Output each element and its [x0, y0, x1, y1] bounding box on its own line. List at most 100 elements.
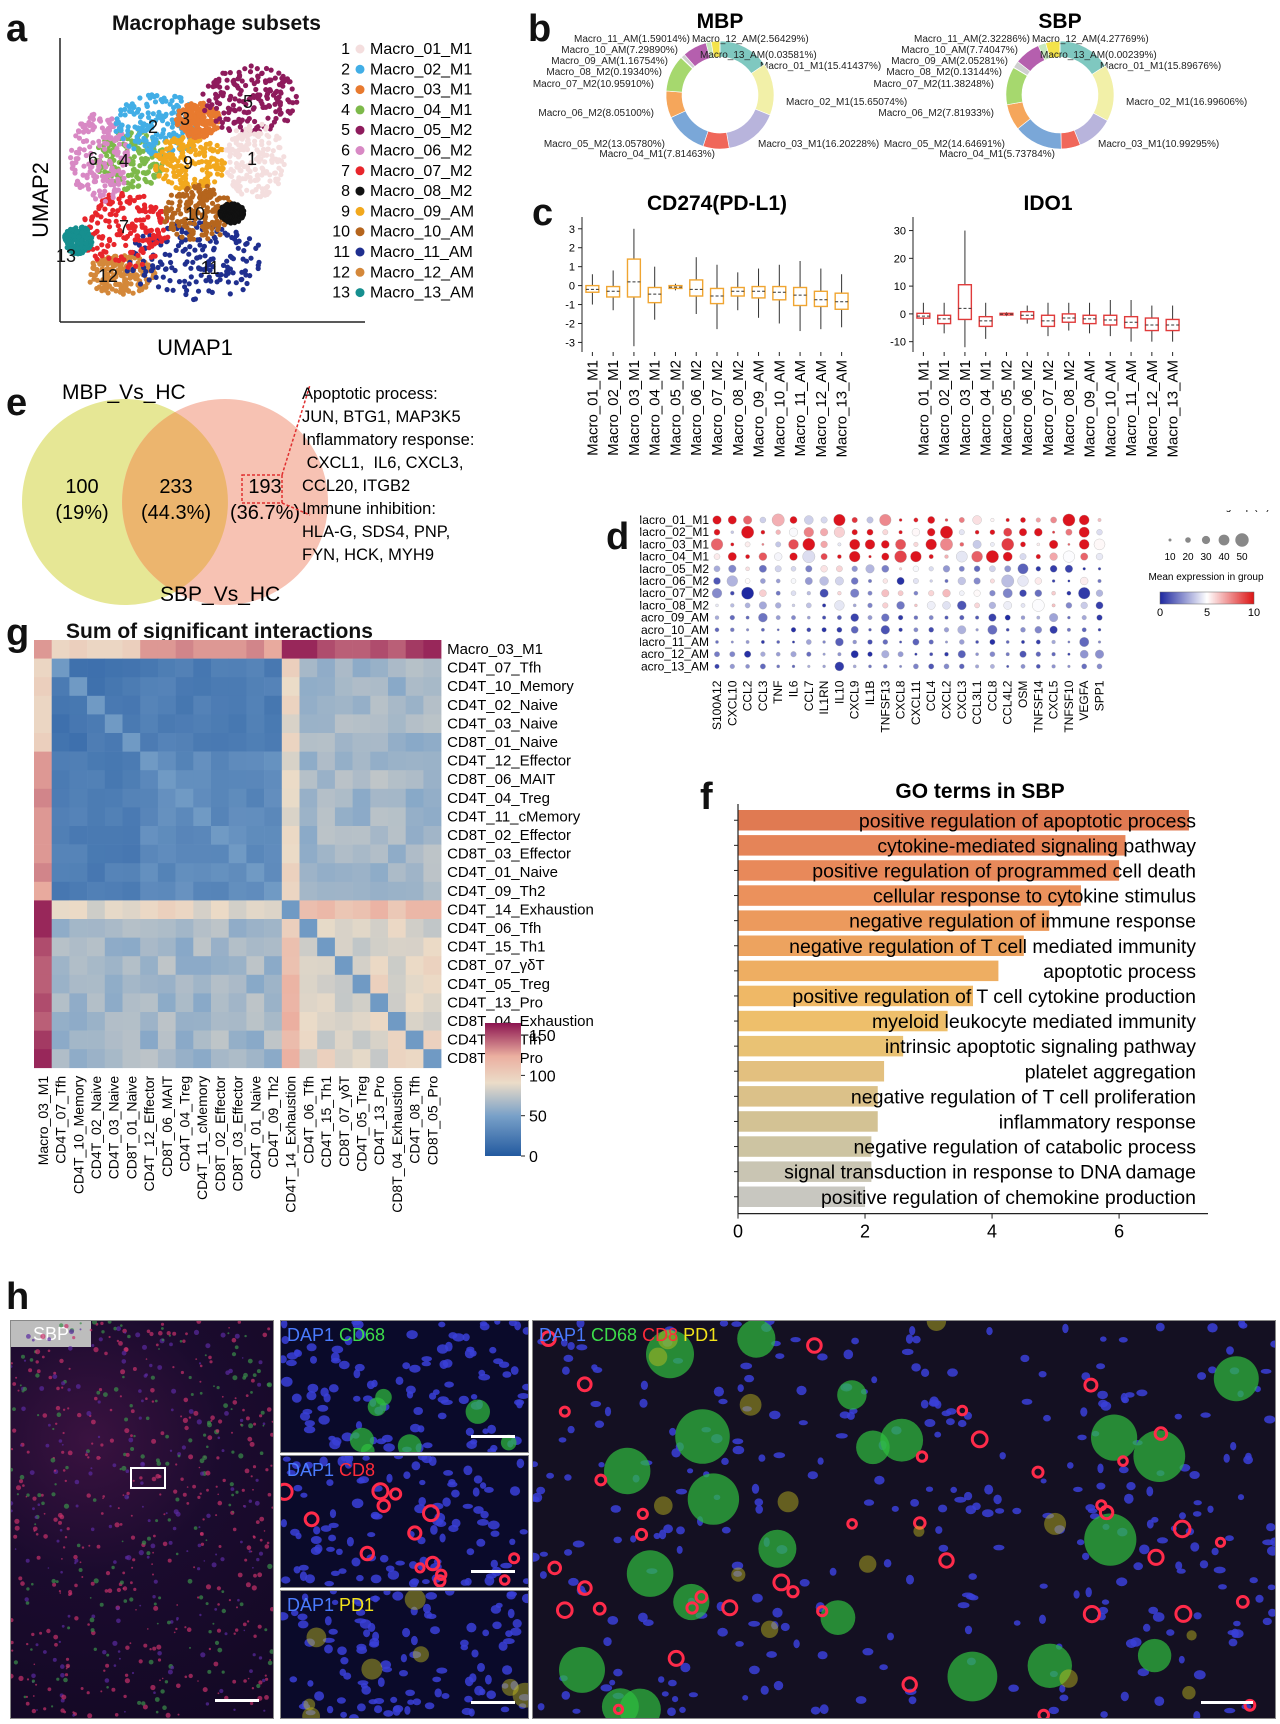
overview-speck: [267, 1660, 273, 1666]
nucleus: [442, 1359, 453, 1368]
nucleus: [509, 1538, 516, 1545]
umap-point: [193, 105, 199, 111]
umap-point: [199, 223, 206, 230]
umap-point: [264, 95, 270, 101]
umap-point: [186, 201, 192, 207]
overview-speck: [240, 1423, 244, 1427]
heatmap-cell: [370, 1030, 389, 1050]
nucleus: [444, 1591, 455, 1596]
umap-point: [262, 159, 268, 165]
cd8-cell: [303, 1511, 320, 1528]
dotplot-dot: [1097, 518, 1102, 522]
heatmap-cell: [388, 900, 406, 920]
umap-point: [247, 127, 253, 133]
dotplot-dot: [867, 651, 873, 657]
heatmap-cell: [175, 770, 194, 790]
heatmap-cell: [34, 695, 52, 715]
overview-speck: [172, 1526, 177, 1531]
dotplot-dot: [759, 589, 767, 597]
dotplot-dot: [912, 638, 920, 646]
dotplot-dot: [1017, 563, 1029, 575]
heatmap-cell: [370, 658, 389, 678]
overview-speck: [26, 1493, 30, 1497]
annotation-line: Inflammatory response:: [302, 431, 474, 449]
umap-point: [255, 242, 261, 248]
nucleus: [1190, 1542, 1200, 1552]
overview-speck: [230, 1408, 233, 1411]
heatmap-cell: [175, 640, 194, 659]
overview-speck: [62, 1408, 66, 1411]
heatmap-cell: [405, 1049, 424, 1069]
umap-point: [142, 176, 148, 182]
umap-point: [186, 251, 192, 257]
heatmap-cell: [157, 844, 176, 864]
dotplot-dot: [914, 603, 918, 608]
nucleus: [567, 1425, 575, 1434]
umap-point: [267, 172, 273, 178]
dotplot-dot: [868, 664, 872, 669]
umap-cluster-number: 9: [183, 153, 193, 173]
venn-overlap-count: 233: [159, 476, 192, 498]
heatmap-cell: [211, 1049, 229, 1069]
umap-point: [212, 111, 218, 117]
dotplot-dot: [1003, 601, 1012, 610]
overview-speck: [124, 1555, 129, 1560]
dotplot-dot: [1051, 652, 1056, 657]
heatmap-cell: [370, 1049, 389, 1069]
heatmap-cell: [334, 974, 353, 994]
heatmap-cell: [157, 714, 176, 734]
heatmap-cell: [87, 993, 106, 1013]
nucleus: [290, 1528, 300, 1536]
legend-number: 9: [341, 203, 350, 220]
overview-speck: [101, 1330, 105, 1334]
heatmap-cell: [281, 695, 300, 715]
heatmap-cell: [140, 956, 159, 976]
nucleus: [387, 1570, 400, 1580]
overview-speck: [124, 1678, 130, 1684]
venn-callout-line-bottom: [281, 502, 311, 516]
umap-point: [216, 272, 222, 278]
pd1-channel-label: DAP1 PD1: [287, 1595, 374, 1616]
dotplot-dot: [1003, 527, 1013, 537]
overview-speck: [263, 1709, 266, 1712]
heatmap-cell: [246, 640, 265, 659]
dotplot-dot: [730, 542, 735, 547]
heatmap-cell: [370, 826, 389, 845]
umap-point: [158, 133, 164, 139]
dotplot-dot: [943, 663, 950, 670]
dotplot-row-label: Macro_06_M2: [640, 574, 709, 588]
overview-speck: [87, 1456, 90, 1459]
umap-point: [168, 259, 174, 266]
nucleus: [490, 1530, 500, 1537]
heatmap-cell: [246, 826, 265, 845]
heatmap-cell: [157, 900, 176, 920]
overview-speck: [203, 1560, 206, 1562]
cd68-cell: [465, 1399, 490, 1424]
overview-speck: [26, 1587, 30, 1591]
nucleus: [337, 1456, 346, 1467]
umap-point: [196, 159, 202, 165]
nucleus: [510, 1627, 522, 1636]
nucleus: [510, 1680, 519, 1691]
boxplot-box: [647, 286, 662, 304]
dotplot-dot: [928, 639, 934, 645]
heatmap-col-label: CD4T_07_Tfh: [53, 1076, 69, 1164]
dotplot-dot: [864, 539, 876, 550]
overview-speck: [202, 1455, 208, 1460]
overview-speck: [74, 1558, 79, 1563]
nucleus: [392, 1591, 404, 1601]
dotplot-dot: [989, 529, 996, 535]
dotplot-dot: [1080, 552, 1089, 561]
umap-point: [277, 100, 283, 106]
heatmap-col-label: CD4T_04_Treg: [176, 1076, 192, 1172]
dotplot-dot: [927, 516, 935, 524]
overview-speck: [104, 1351, 108, 1356]
overview-speck: [119, 1395, 122, 1398]
nucleus: [346, 1536, 354, 1547]
nucleus: [1166, 1629, 1175, 1636]
dotplot-dot: [775, 578, 781, 584]
overview-speck: [188, 1375, 192, 1380]
dotplot-dot: [791, 615, 796, 620]
dotplot-col-label: OSM: [1016, 681, 1030, 708]
umap-point: [89, 217, 95, 223]
